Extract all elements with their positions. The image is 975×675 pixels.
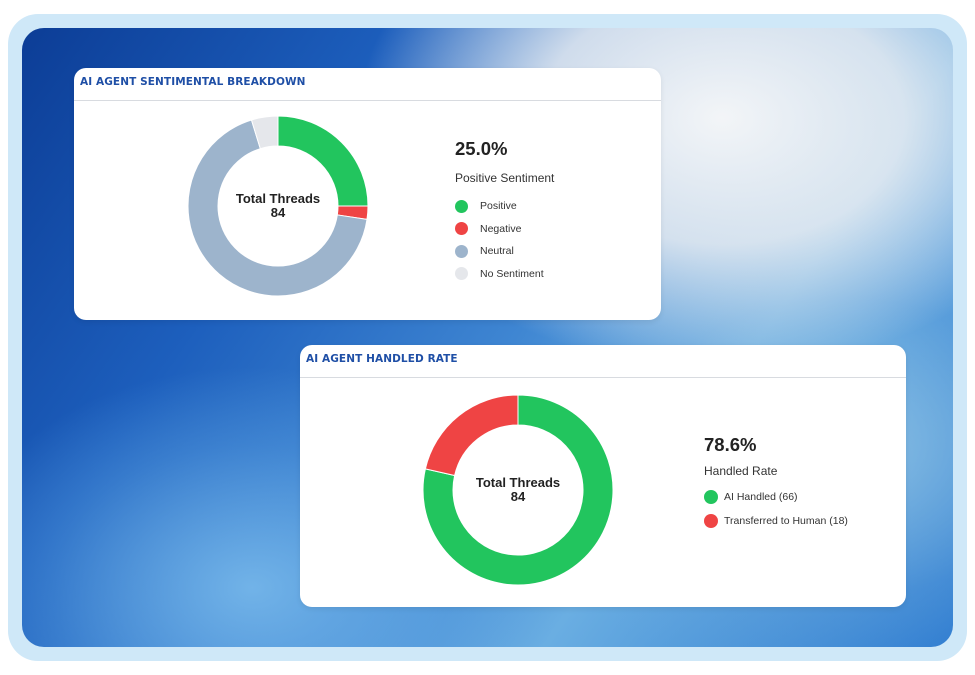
sentiment-donut-chart: Total Threads 84 [187,115,369,297]
card-header: AI AGENT SENTIMENTAL BREAKDOWN [74,68,661,101]
center-label: Total Threads [235,191,321,206]
handled-rate-card: AI AGENT HANDLED RATE Total Threads 84 7… [300,345,906,607]
handled-rate-donut-chart: Total Threads 84 [422,394,614,586]
legend-dot [455,222,468,236]
center-label: Total Threads [475,475,561,490]
legend-dot [455,199,468,213]
percentage-label: Positive Sentiment [455,171,555,185]
sentiment-breakdown-card: AI AGENT SENTIMENTAL BREAKDOWN Total Thr… [74,68,661,320]
card-title: AI AGENT HANDLED RATE [306,353,458,365]
donut-slice-ai-handled [422,394,614,586]
legend-dot [704,490,718,504]
sentiment-donut-svg [187,115,369,297]
percentage-label: Handled Rate [704,464,778,478]
legend-label: No Sentiment [480,267,544,280]
legend-dot [455,267,468,281]
legend-item-negative: Negative [455,218,544,241]
legend-item-transferred-to-human: Transferred to Human (18) [704,509,848,533]
legend-dot [704,514,718,528]
legend-label: AI Handled (66) [724,491,798,503]
legend-item-positive: Positive [455,195,544,218]
legend-item-no-sentiment: No Sentiment [455,263,544,286]
handled-percentage: 78.6% [704,434,757,455]
legend-item-neutral: Neutral [455,240,544,263]
positive-percentage: 25.0% [455,138,508,159]
donut-slice-neutral [187,119,368,297]
legend-label: Negative [480,222,522,235]
donut-slice-transferred-to-human [424,394,519,477]
sentiment-legend: Positive Negative Neutral No Sentiment [455,195,544,285]
gradient-background: AI AGENT SENTIMENTAL BREAKDOWN Total Thr… [22,28,953,647]
handled-rate-donut-svg [422,394,614,586]
legend-label: Positive [480,200,517,213]
donut-center-text: Total Threads 84 [422,394,614,586]
center-value: 84 [510,489,526,504]
legend-item-ai-handled: AI Handled (66) [704,485,848,509]
card-title: AI AGENT SENTIMENTAL BREAKDOWN [80,76,306,88]
card-header: AI AGENT HANDLED RATE [300,345,906,378]
legend-label: Neutral [480,245,514,258]
handled-rate-legend: AI Handled (66) Transferred to Human (18… [704,485,848,533]
legend-dot [455,244,468,258]
donut-slice-no-sentiment [250,115,279,150]
legend-label: Transferred to Human (18) [724,515,848,527]
center-value: 84 [270,205,286,220]
donut-center-text: Total Threads 84 [187,115,369,297]
